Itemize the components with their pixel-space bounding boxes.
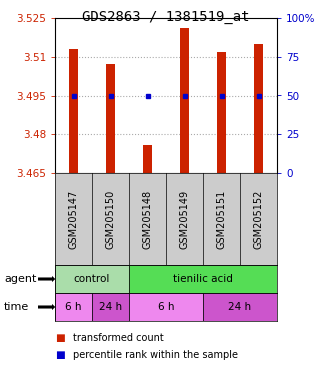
Text: GSM205149: GSM205149 bbox=[179, 189, 190, 248]
Bar bbox=[92, 293, 129, 321]
Bar bbox=[55, 293, 92, 321]
Text: ■: ■ bbox=[55, 333, 65, 343]
Text: percentile rank within the sample: percentile rank within the sample bbox=[73, 350, 238, 360]
Bar bbox=[106, 65, 115, 173]
Text: agent: agent bbox=[4, 274, 36, 284]
Text: GSM205147: GSM205147 bbox=[69, 189, 78, 248]
Text: 24 h: 24 h bbox=[228, 302, 252, 312]
Bar bbox=[254, 44, 263, 173]
Bar bbox=[217, 51, 226, 173]
Text: ■: ■ bbox=[55, 350, 65, 360]
Text: transformed count: transformed count bbox=[73, 333, 164, 343]
Bar bbox=[55, 265, 129, 293]
Text: GDS2863 / 1381519_at: GDS2863 / 1381519_at bbox=[82, 10, 249, 23]
Text: tienilic acid: tienilic acid bbox=[173, 274, 233, 284]
Text: control: control bbox=[74, 274, 110, 284]
Text: GSM205151: GSM205151 bbox=[216, 189, 226, 248]
Bar bbox=[129, 293, 203, 321]
Text: 6 h: 6 h bbox=[158, 302, 174, 312]
Text: GSM205148: GSM205148 bbox=[143, 189, 153, 248]
Bar bbox=[129, 265, 277, 293]
Text: 24 h: 24 h bbox=[99, 302, 122, 312]
Bar bbox=[180, 28, 189, 173]
Bar bbox=[143, 145, 152, 173]
Text: GSM205150: GSM205150 bbox=[106, 189, 116, 248]
Text: time: time bbox=[4, 302, 29, 312]
Bar bbox=[69, 49, 78, 173]
Text: 6 h: 6 h bbox=[65, 302, 82, 312]
Text: GSM205152: GSM205152 bbox=[254, 189, 263, 249]
Bar bbox=[203, 293, 277, 321]
